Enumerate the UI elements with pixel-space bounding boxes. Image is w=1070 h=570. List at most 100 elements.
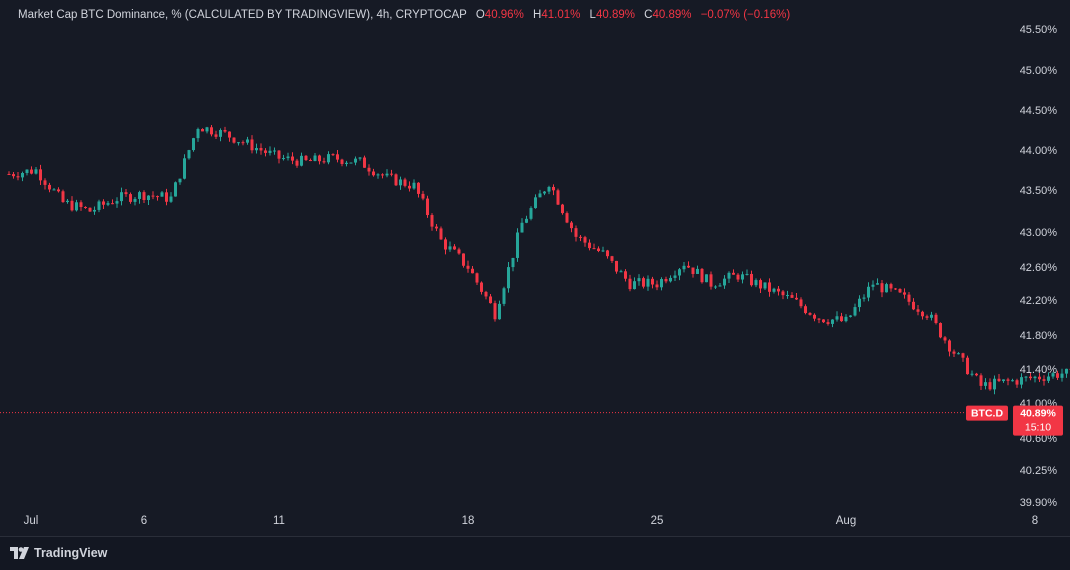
candle-body <box>138 192 141 199</box>
candle-body <box>341 160 344 164</box>
tradingview-brand: TradingView <box>34 546 107 560</box>
candle-body <box>62 191 65 202</box>
candle-body <box>242 142 245 143</box>
candle-body <box>548 187 551 192</box>
y-tick-label: 43.50% <box>1020 185 1058 197</box>
candle-body <box>512 258 515 267</box>
candle-body <box>318 156 321 162</box>
candle-body <box>687 266 690 268</box>
y-tick-label: 44.50% <box>1020 105 1058 117</box>
candle-body <box>336 154 339 159</box>
candle-body <box>57 189 60 191</box>
candle-body <box>363 158 366 168</box>
candle-body <box>539 193 542 197</box>
legend-open-value: 40.96% <box>485 9 524 21</box>
last-price-text: 40.89% <box>1020 408 1056 420</box>
candle-body <box>921 312 924 317</box>
candle-body <box>66 201 69 202</box>
candle-body <box>750 274 753 285</box>
candle-body <box>890 284 893 288</box>
chart-area[interactable]: Market Cap BTC Dominance, % (CALCULATED … <box>0 0 1070 536</box>
candle-body <box>368 168 371 172</box>
candle-body <box>215 134 218 136</box>
candle-body <box>278 151 281 159</box>
candle-body <box>381 174 384 175</box>
candle-body <box>1002 379 1005 381</box>
candlestick-chart[interactable]: 45.50%45.00%44.50%44.00%43.50%43.00%42.6… <box>0 0 1070 536</box>
candle-body <box>494 303 497 319</box>
candle-body <box>1047 377 1050 381</box>
candle-body <box>323 161 326 162</box>
candle-body <box>399 179 402 185</box>
candle-body <box>575 228 578 237</box>
candle-body <box>1065 369 1068 374</box>
candle-body <box>107 203 110 205</box>
legend-title: Market Cap BTC Dominance, % (CALCULATED … <box>18 9 467 21</box>
candle-body <box>1043 379 1046 381</box>
candle-body <box>660 279 663 287</box>
tradingview-logo[interactable]: TradingView <box>10 546 107 560</box>
candle-body <box>489 296 492 303</box>
candle-body <box>845 317 848 321</box>
tradingview-icon <box>10 547 30 559</box>
candle-body <box>255 148 258 150</box>
candle-body <box>179 179 182 183</box>
candle-body <box>714 287 717 288</box>
candle-body <box>404 179 407 185</box>
candle-body <box>669 278 672 281</box>
y-tick-label: 44.00% <box>1020 145 1058 157</box>
candle-body <box>935 315 938 323</box>
candle-body <box>228 132 231 138</box>
symbol-tag-text: BTC.D <box>971 408 1003 420</box>
candle-body <box>804 306 807 313</box>
x-tick-label: 8 <box>1032 515 1038 527</box>
candle-body <box>588 243 591 248</box>
candle-body <box>1061 374 1064 378</box>
candle-body <box>237 142 240 143</box>
candle-body <box>606 250 609 256</box>
candle-body <box>165 192 168 201</box>
candle-body <box>998 379 1001 381</box>
candle-body <box>39 169 42 180</box>
candle-body <box>12 174 15 176</box>
y-tick-label: 45.50% <box>1020 24 1058 36</box>
candle-body <box>210 127 213 134</box>
candle-body <box>836 316 839 319</box>
candle-body <box>467 266 470 269</box>
candle-body <box>984 382 987 386</box>
countdown-text: 15:10 <box>1025 422 1051 434</box>
candle-body <box>350 163 353 164</box>
candle-body <box>35 169 38 173</box>
candle-body <box>696 269 699 274</box>
candle-body <box>642 278 645 287</box>
candle-body <box>651 279 654 285</box>
y-tick-label: 42.60% <box>1020 262 1058 274</box>
candle-body <box>116 201 119 203</box>
x-tick-label: Jul <box>24 515 39 527</box>
candle-body <box>899 289 902 292</box>
candle-body <box>359 158 362 159</box>
candle-body <box>233 138 236 143</box>
candle-body <box>930 315 933 318</box>
candle-body <box>894 288 897 289</box>
candle-body <box>314 156 317 162</box>
candle-body <box>71 201 74 211</box>
candle-body <box>170 197 173 202</box>
candle-body <box>926 316 929 317</box>
candle-body <box>710 274 713 286</box>
candle-body <box>755 280 758 285</box>
candle-body <box>408 186 411 189</box>
candle-body <box>957 353 960 354</box>
candle-body <box>332 154 335 155</box>
candle-body <box>287 157 290 159</box>
candle-body <box>260 148 263 150</box>
candle-body <box>741 274 744 279</box>
y-tick-label: 41.80% <box>1020 330 1058 342</box>
candle-body <box>989 382 992 389</box>
candle-body <box>629 279 632 289</box>
candle-body <box>678 269 681 275</box>
candle-body <box>543 192 546 194</box>
candle-body <box>75 202 78 210</box>
candle-body <box>620 271 623 272</box>
candle-body <box>516 233 519 258</box>
